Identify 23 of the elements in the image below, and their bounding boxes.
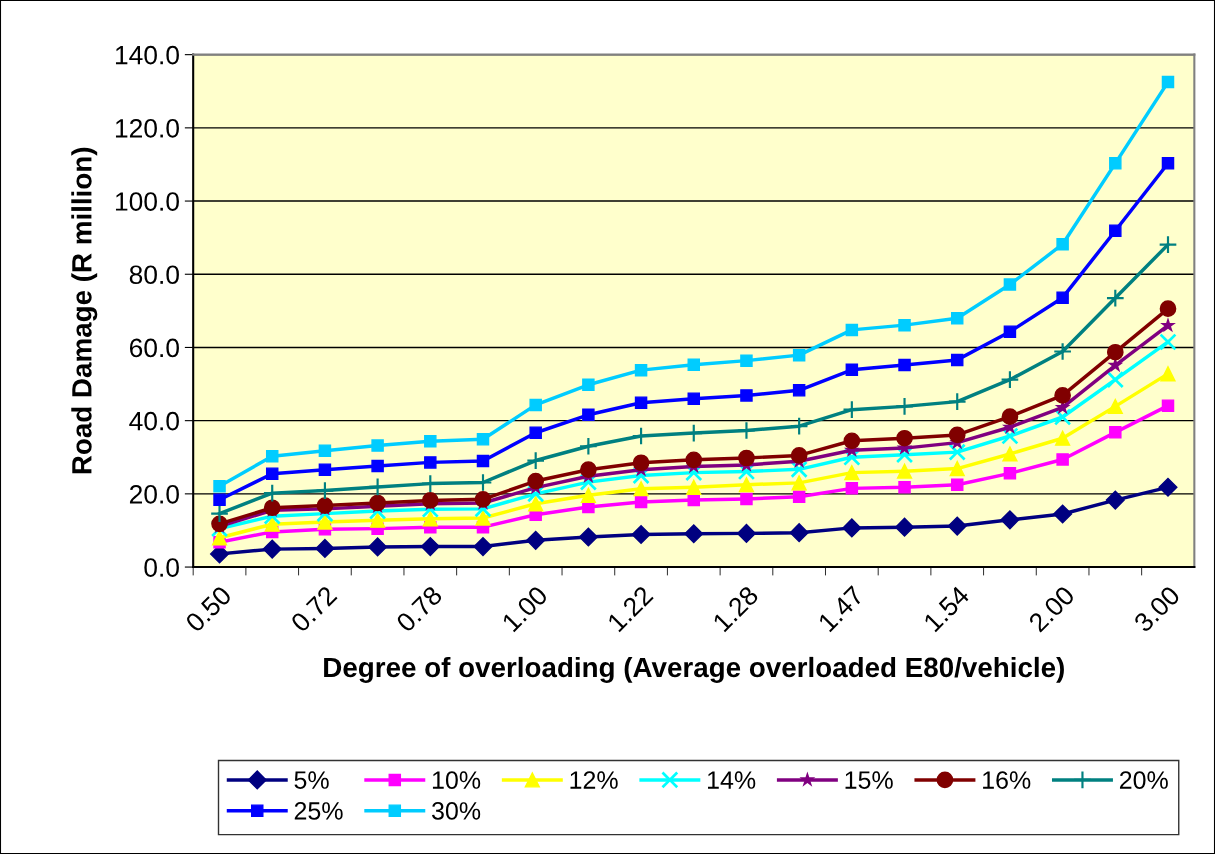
x-tick-label: 3.00 (1132, 584, 1181, 634)
y-tick-label: 60.0 (129, 338, 179, 358)
y-tick-label: 120.0 (115, 118, 179, 138)
y-tick-label: 100.0 (115, 192, 179, 211)
y-tick-label: 20.0 (129, 484, 179, 504)
y-tick-label: 40.0 (129, 411, 179, 431)
legend-label: 16% (983, 771, 1031, 789)
legend-label: 5% (294, 771, 329, 789)
y-tick-label: 140.0 (115, 45, 179, 65)
y-axis-title: Road Damage (R million) (71, 147, 98, 474)
legend-label: 30% (431, 802, 481, 820)
x-tick-label: 0.78 (395, 585, 444, 634)
y-tick-label: 0.0 (144, 558, 179, 577)
x-tick-label: 0.50 (184, 584, 233, 634)
legend-label: 15% (845, 771, 893, 789)
legend-label: 12% (570, 771, 618, 789)
legend-label: 10% (432, 771, 481, 789)
y-tick-label: 80.0 (129, 265, 179, 285)
x-tick-label: 0.72 (289, 585, 338, 634)
legend-label: 20% (1119, 771, 1168, 789)
legend-label: 25% (294, 802, 343, 820)
legend-label: 14% (708, 771, 756, 789)
x-axis-title: Degree of overloading (Average overloaded E80/vehicle) (324, 656, 1064, 683)
